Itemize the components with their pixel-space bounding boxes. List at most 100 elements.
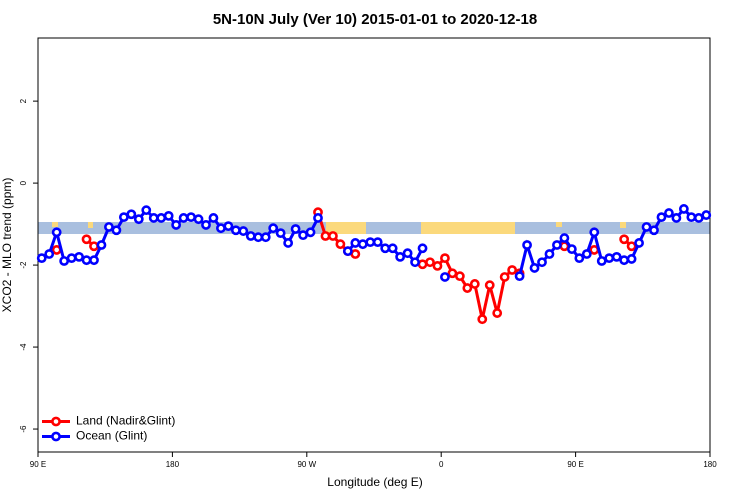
data-point	[350, 238, 361, 248]
data-point	[283, 238, 294, 248]
data-point	[559, 233, 570, 243]
data-point	[387, 243, 398, 254]
x-axis-label: Longitude (deg E)	[327, 475, 422, 489]
data-point	[454, 271, 465, 282]
data-point	[133, 214, 144, 225]
data-point	[552, 240, 562, 250]
data-point	[701, 210, 712, 220]
data-point	[89, 241, 99, 252]
land-band	[52, 222, 58, 227]
y-axis-label: XCO2 - MLO trend (ppm)	[0, 178, 14, 313]
data-point	[447, 268, 458, 279]
y-tick-label: -4	[19, 343, 28, 351]
data-point	[566, 244, 577, 254]
data-point	[499, 272, 510, 282]
data-point	[223, 221, 234, 232]
chart-title: 5N-10N July (Ver 10) 2015-01-01 to 2020-…	[213, 11, 537, 28]
land-band	[421, 222, 515, 234]
data-point	[118, 212, 129, 223]
data-point	[634, 238, 644, 248]
data-point	[574, 253, 585, 264]
y-tick-label: -2	[19, 261, 28, 269]
data-point	[201, 220, 211, 230]
data-point	[514, 271, 525, 282]
data-point	[693, 213, 704, 223]
data-point	[74, 251, 84, 262]
data-point	[81, 234, 92, 245]
data-point	[178, 213, 189, 223]
data-point	[111, 225, 122, 236]
data-point	[268, 223, 279, 234]
data-point	[686, 212, 697, 223]
data-point	[342, 246, 353, 257]
data-point	[596, 256, 607, 266]
data-point	[350, 249, 361, 259]
data-point	[671, 213, 682, 223]
data-point	[589, 227, 600, 238]
data-point	[260, 232, 271, 243]
data-point	[245, 231, 256, 241]
plot-frame	[37, 37, 711, 453]
data-point	[208, 213, 219, 223]
data-point	[298, 230, 308, 241]
x-tick-label: 90 E	[567, 460, 583, 469]
data-point	[417, 259, 428, 270]
data-point	[216, 223, 226, 234]
data-point	[619, 255, 630, 266]
data-point	[641, 222, 652, 232]
data-point	[96, 240, 107, 250]
data-point	[148, 213, 159, 223]
data-point	[529, 263, 540, 273]
legend-marker	[51, 431, 61, 442]
data-point	[59, 256, 70, 266]
legend-marker	[51, 416, 61, 427]
data-point	[440, 272, 450, 282]
data-point	[89, 255, 99, 266]
data-point	[104, 222, 114, 232]
data-point	[469, 279, 480, 289]
data-point	[305, 227, 316, 238]
land-band	[556, 222, 562, 227]
data-point	[626, 241, 637, 252]
land-band	[620, 222, 626, 228]
data-point	[44, 249, 55, 259]
data-point	[522, 240, 532, 250]
data-point	[230, 225, 241, 236]
data-point	[395, 251, 406, 262]
data-point	[544, 249, 555, 259]
data-point	[380, 243, 391, 254]
data-point	[313, 213, 323, 223]
data-point	[626, 254, 637, 264]
data-point	[410, 257, 420, 268]
legend-label: Ocean (Glint)	[76, 429, 147, 443]
data-point	[163, 210, 174, 221]
x-tick-label: 90 E	[30, 460, 46, 469]
data-point	[253, 232, 264, 243]
data-point	[417, 243, 428, 254]
land-band	[88, 222, 93, 228]
legend-label: Land (Nadir&Glint)	[76, 414, 175, 428]
data-point	[365, 237, 376, 248]
data-point	[402, 248, 413, 259]
x-tick-label: 180	[703, 460, 717, 469]
data-point	[440, 253, 450, 264]
data-point	[656, 212, 667, 223]
data-point	[372, 237, 383, 248]
data-point	[664, 208, 674, 218]
data-point	[275, 228, 286, 239]
data-point	[484, 280, 495, 291]
data-point	[171, 220, 182, 230]
data-point	[678, 204, 689, 214]
data-point	[611, 251, 622, 262]
data-point	[335, 239, 346, 250]
y-tick-label: -6	[19, 425, 28, 433]
x-tick-label: 0	[439, 460, 444, 469]
data-point	[492, 308, 503, 318]
data-point	[619, 234, 630, 245]
data-point	[156, 213, 167, 223]
data-point	[66, 253, 77, 264]
y-tick-label: 2	[19, 98, 28, 103]
data-point	[81, 255, 92, 266]
data-point	[507, 265, 518, 275]
data-point	[320, 231, 331, 241]
